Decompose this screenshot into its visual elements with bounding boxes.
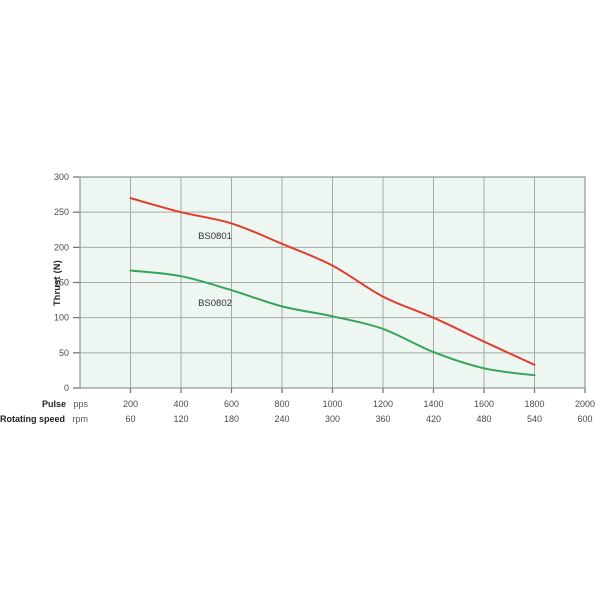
y-tick-label: 100 (54, 313, 69, 323)
y-tick-label: 250 (54, 207, 69, 217)
rpm-tick-label: 300 (325, 414, 340, 424)
x-row-caption-rotating-speed: Rotating speed rpm (0, 409, 88, 426)
gridlines (80, 177, 585, 388)
pulse-label: Pulse (42, 399, 66, 409)
rpm-tick-label: 120 (173, 414, 188, 424)
pulse-tick-label: 600 (224, 399, 239, 409)
series-line-bs0802 (129, 269, 536, 377)
y-axis-title: Thrust (N) (52, 260, 62, 306)
rpm-tick-label: 60 (125, 414, 135, 424)
pulse-tick-label: 1000 (322, 399, 342, 409)
rpm-tick-label: 540 (527, 414, 542, 424)
series-label-bs0802: BS0802 (198, 298, 232, 309)
pulse-tick-label: 400 (173, 399, 188, 409)
pulse-tick-label: 2000 (575, 399, 595, 409)
y-tick-label: 200 (54, 242, 69, 252)
pulse-tick-labels: 200 400 600 800 1000 1200 1400 1600 1800 2000 (123, 399, 595, 409)
rpm-tick-label: 180 (224, 414, 239, 424)
rotating-speed-label: Rotating speed (0, 414, 65, 424)
pulse-tick-label: 800 (274, 399, 289, 409)
x-row-caption-pulse: Pulse pps (42, 394, 88, 411)
series-line-bs0801 (129, 197, 536, 366)
y-tick-label: 300 (54, 172, 69, 182)
rpm-tick-label: 600 (577, 414, 592, 424)
series-label-bs0801: BS0801 (198, 231, 232, 242)
plot-area-border (79, 176, 586, 389)
y-tick-label: 150 (54, 278, 69, 288)
y-tick-label: 0 (64, 383, 69, 393)
rpm-tick-label: 420 (426, 414, 441, 424)
pulse-unit: pps (73, 399, 88, 409)
pulse-tick-label: 1600 (474, 399, 494, 409)
rpm-tick-label: 360 (375, 414, 390, 424)
pulse-tick-label: 1800 (524, 399, 544, 409)
pulse-tick-label: 200 (123, 399, 138, 409)
pulse-tick-label: 1200 (373, 399, 393, 409)
rpm-tick-labels: 60 120 180 240 300 360 420 480 540 600 (125, 414, 592, 424)
rotating-speed-unit: rpm (73, 414, 89, 424)
rpm-tick-label: 240 (274, 414, 289, 424)
axis-ticks (73, 176, 586, 393)
rpm-tick-label: 480 (476, 414, 491, 424)
data-curves (129, 197, 536, 377)
y-tick-label: 50 (59, 348, 69, 358)
pulse-tick-label: 1400 (423, 399, 443, 409)
y-tick-labels: 0 50 100 150 200 250 300 (54, 172, 69, 393)
